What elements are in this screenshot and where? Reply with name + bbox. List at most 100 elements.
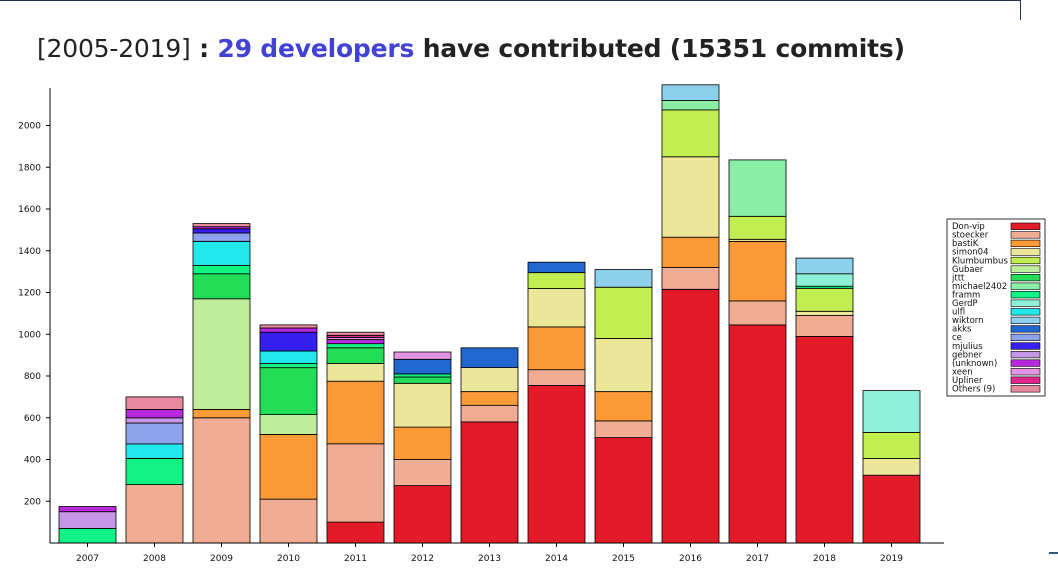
bar-segment-2014-klumbumbus — [527, 272, 586, 289]
bar-segment-2008-others-9- — [125, 396, 184, 410]
bar-segment-2013-akks — [460, 347, 519, 368]
bar-segment-2008-gebner — [125, 417, 184, 424]
legend-swatch-don-vip — [1010, 222, 1041, 230]
legend-label-ce: ce — [952, 333, 962, 343]
bar-segment-2012-jttt — [393, 376, 452, 384]
legend-swatch-gerdp — [1010, 299, 1041, 307]
legend-swatch-others-9 — [1010, 385, 1041, 393]
bar-segment-2016-simon04 — [661, 156, 720, 238]
bar-segment-2017-bastik — [728, 240, 787, 302]
bar-segment-2010-framm — [259, 363, 318, 369]
legend-label-others-9: Others (9) — [952, 385, 995, 395]
legend-label-bastik: bastiK — [952, 239, 979, 249]
x-tick-label-2015: 2015 — [612, 554, 635, 564]
legend-label-gerdp: GerdP — [952, 299, 978, 309]
y-tick-label-1200: 1200 — [18, 289, 41, 299]
bar-segment-2015-bastik — [594, 391, 653, 422]
bar-segment-2007--unknown- — [58, 506, 117, 513]
y-tick-label-1600: 1600 — [18, 205, 41, 215]
bar-segment-2013-simon04 — [460, 367, 519, 393]
legend-label-xeen: xeen — [952, 367, 973, 377]
bar-segment-2019-klumbumbus — [862, 431, 921, 459]
x-tick-label-2018: 2018 — [813, 554, 836, 564]
bar-segment-2010-stoecker — [259, 498, 318, 544]
legend-swatch-unknown — [1010, 359, 1041, 367]
title-developers-count[interactable]: 29 developers — [217, 34, 415, 63]
legend-label-akks: akks — [952, 325, 972, 335]
legend-label-stoecker: stoecker — [952, 231, 989, 241]
x-tick-label-2008: 2008 — [143, 554, 166, 564]
bar-segment-2010-ulfl — [259, 350, 318, 364]
x-tick-label-2019: 2019 — [880, 554, 903, 564]
bar-segment-2016-michael2402 — [661, 100, 720, 111]
chart-title: [2005-2019] : 29 developers have contrib… — [37, 34, 905, 63]
legend-label-michael2402: michael2402 — [952, 282, 1007, 292]
y-tick-label-1000: 1000 — [18, 330, 41, 340]
bar-segment-2015-wiktorn — [594, 269, 653, 288]
legend-label-upliner: Upliner — [952, 376, 983, 386]
bar-segment-2010-mjulius — [259, 331, 318, 352]
legend-label-ulfl: ulfl — [952, 308, 965, 318]
bar-segment-2011-framm — [326, 343, 385, 349]
y-tick-label-600: 600 — [24, 414, 41, 424]
bar-segment-2011-stoecker — [326, 443, 385, 523]
bar-segment-2018-simon04 — [795, 310, 854, 316]
bar-segment-2007-gebner — [58, 511, 117, 529]
bar-segment-2019-gerdp — [862, 390, 921, 433]
x-tick-label-2016: 2016 — [679, 554, 702, 564]
bar-segment-2008-framm — [125, 458, 184, 486]
legend: Don-vipstoeckerbastiKsimon04KlumbumbusGu… — [946, 218, 1046, 397]
bar-segment-2012-simon04 — [393, 382, 452, 428]
bar-segment-2009-ulfl — [192, 240, 251, 266]
bar-segment-2018-gerdp — [795, 273, 854, 287]
legend-swatch-ulfl — [1010, 308, 1041, 316]
legend-swatch-upliner — [1010, 376, 1041, 384]
x-tick-label-2012: 2012 — [411, 554, 434, 564]
bar-segment-2019-simon04 — [862, 458, 921, 476]
legend-label-simon04: simon04 — [952, 248, 988, 258]
top-rule — [0, 0, 1020, 1]
bar-segment-2011-simon04 — [326, 363, 385, 382]
bar-segment-2008--unknown- — [125, 408, 184, 419]
legend-label-don-vip: Don-vip — [952, 222, 985, 232]
bar-segment-2013-stoecker — [460, 404, 519, 423]
legend-label-unknown: (unknown) — [952, 359, 997, 369]
legend-swatch-klumbumbus — [1010, 256, 1041, 265]
y-tick-label-200: 200 — [24, 497, 41, 507]
bar-segment-2015-klumbumbus — [594, 286, 653, 339]
title-range: [2005-2019] — [37, 34, 191, 63]
bar-segment-2009-stoecker — [192, 417, 251, 544]
bar-segment-2014-bastik — [527, 326, 586, 371]
y-tick-label-400: 400 — [24, 456, 41, 466]
bar-segment-2018-don-vip — [795, 335, 854, 544]
bar-segment-2009-jttt — [192, 273, 251, 300]
right-rule — [1020, 0, 1021, 20]
bar-segment-2012-xeen — [393, 351, 452, 360]
legend-swatch-gebner — [1010, 350, 1041, 359]
bar-segment-2011--unknown- — [326, 339, 385, 345]
x-tick-label-2014: 2014 — [545, 554, 568, 564]
bar-segment-2008-stoecker — [125, 484, 184, 544]
legend-label-gebner: gebner — [952, 350, 983, 360]
y-tick-label-800: 800 — [24, 372, 41, 382]
bar-segment-2009-gubaer — [192, 298, 251, 410]
bar-segment-2010-bastik — [259, 433, 318, 500]
legend-swatch-wiktorn — [1010, 316, 1041, 325]
bar-segment-2015-simon04 — [594, 337, 653, 392]
legend-swatch-bastik — [1010, 239, 1041, 248]
bar-segment-2011-jttt — [326, 347, 385, 364]
legend-swatch-xeen — [1010, 368, 1041, 376]
axes-group: 200 400 600 800 1000 1200 1400 1600 1800 2000 2007… — [18, 88, 944, 564]
bar-segment-2011-don-vip — [326, 521, 385, 544]
bar-segment-2008-ulfl — [125, 443, 184, 459]
bar-segment-2012-akks — [393, 358, 452, 375]
bar-segment-2010-others-9- — [259, 324, 318, 329]
legend-label-wiktorn: wiktorn — [952, 316, 984, 326]
bar-segment-2016-stoecker — [661, 266, 720, 290]
x-tick-label-2013: 2013 — [478, 554, 501, 564]
legend-label-jttt: jttt — [951, 273, 965, 283]
legend-label-gubaer: Gubaer — [952, 265, 984, 275]
x-tick-label-2011: 2011 — [344, 554, 367, 564]
bar-segment-2009-ce — [192, 232, 251, 242]
